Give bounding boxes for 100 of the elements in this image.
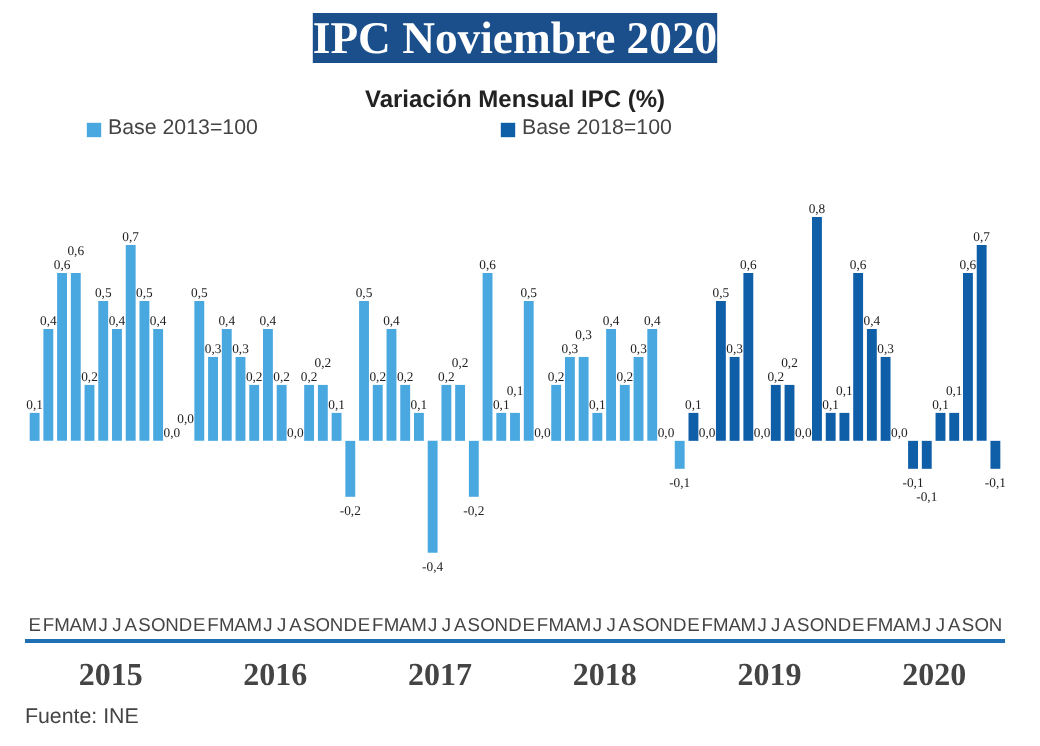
x-tick-label: J (922, 615, 932, 635)
x-tick-label: A (947, 615, 962, 635)
x-tick-label: M (81, 615, 98, 635)
x-tick-label: M (905, 615, 921, 635)
x-tick-label: J (112, 615, 122, 635)
bar (345, 440, 356, 497)
x-tick-label: O (809, 615, 825, 635)
bar (633, 356, 644, 441)
x-tick-label: F (866, 615, 879, 635)
x-tick-label: D (672, 615, 687, 635)
x-tick-label: M (218, 615, 235, 635)
bar (468, 440, 479, 497)
bar (372, 384, 383, 441)
x-tick-label: M (877, 615, 894, 635)
x-tick-label: D (343, 615, 358, 635)
x-tick-label: A (563, 615, 578, 635)
x-tick-label: F (207, 615, 220, 635)
x-tick-label: F (372, 615, 385, 635)
x-tick-label: N (494, 615, 509, 635)
x-tick-label: E (522, 615, 535, 635)
bar (400, 384, 411, 441)
bar (963, 273, 973, 441)
x-tick-label: J (771, 615, 781, 635)
bar (427, 440, 438, 553)
x-tick-label: O (480, 615, 495, 635)
x-tick-label: S (138, 615, 151, 635)
x-tick-label: A (453, 615, 468, 635)
bar (455, 384, 466, 441)
x-tick-label: M (713, 615, 729, 635)
x-tick-label: F (42, 615, 55, 635)
bar (551, 384, 562, 441)
bar (866, 328, 877, 441)
x2-tick-label: 2018 (572, 659, 637, 693)
x-tick-label: N (659, 615, 673, 635)
x-tick-label: J (592, 615, 603, 635)
x-tick-label: J (263, 615, 273, 635)
source-note: Fuente: INE (25, 705, 139, 729)
x2-tick-label: 2016 (243, 659, 308, 693)
bar (221, 328, 232, 441)
x2-tick-label: 2019 (737, 659, 802, 693)
bar (935, 412, 946, 441)
bar (784, 384, 795, 441)
bar (276, 384, 287, 441)
bar (688, 412, 699, 441)
x-tick-label: J (757, 615, 767, 635)
bar (853, 273, 864, 441)
bar (770, 384, 781, 441)
x-tick-label: J (98, 615, 108, 635)
x-tick-label: M (740, 615, 757, 635)
x-tick-label: E (687, 615, 700, 635)
bar (70, 273, 81, 441)
bar (510, 412, 520, 441)
x-tick-label: A (728, 615, 743, 635)
bar (647, 328, 658, 441)
x-tick-label: J (935, 615, 946, 635)
bar (235, 356, 246, 441)
x-tick-label: E (193, 615, 206, 635)
bar (674, 440, 685, 469)
legend-label: Base 2013=100 (108, 116, 258, 140)
x-tick-label: M (246, 615, 263, 635)
x-tick-label: S (302, 615, 316, 635)
bar (812, 217, 822, 441)
x-tick-label: D (508, 615, 523, 635)
bar (921, 440, 932, 469)
x-tick-label: N (165, 615, 179, 635)
x-tick-label: M (54, 615, 70, 635)
bar (990, 440, 1001, 469)
x-tick-label: A (124, 615, 139, 635)
x-tick-label: E (28, 615, 41, 635)
x-tick-label: J (277, 615, 287, 635)
x-tick-label: O (645, 615, 660, 635)
bar (249, 384, 260, 441)
x-tick-label: S (632, 615, 645, 635)
x-tick-label: N (988, 615, 1003, 635)
bar (194, 301, 205, 441)
x-tick-label: J (427, 615, 438, 635)
bar (523, 301, 534, 441)
x-tick-label: M (575, 615, 592, 635)
bar (98, 301, 109, 441)
bar (304, 384, 315, 441)
bar (359, 301, 369, 441)
x-tick-label: A (69, 615, 84, 635)
bar (112, 328, 122, 441)
x-tick-label: S (797, 615, 810, 635)
chart-title: IPC Noviembre 2020 (312, 13, 718, 63)
x-tick-label: N (329, 615, 344, 635)
x-tick-label: M (411, 615, 427, 635)
x-tick-label: D (837, 615, 852, 635)
x-tick-label: M (383, 615, 400, 635)
bar (715, 301, 726, 441)
x-tick-label: J (606, 615, 616, 635)
x2-tick-label: 2020 (902, 659, 967, 693)
bar (331, 412, 342, 441)
legend-label: Base 2018=100 (521, 116, 672, 140)
bar (564, 356, 575, 441)
x-tick-label: J (441, 615, 452, 635)
x-tick-label: F (536, 615, 549, 635)
x-tick-label: S (467, 615, 481, 635)
bar (496, 412, 507, 441)
x2-tick-label: 2017 (408, 659, 473, 693)
